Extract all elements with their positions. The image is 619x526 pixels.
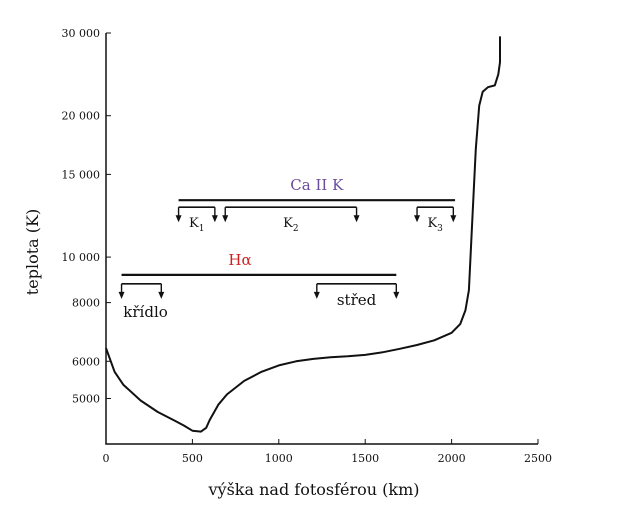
y-axis-label: teplota (K) [23,209,42,295]
segment-end-arrow [222,215,229,223]
temperature-series [105,36,501,433]
k-segment-subscript: 2 [293,224,299,234]
ca-ii-k-annotation: Ca II K K1 K2 K3 [175,176,457,234]
segment-end-arrow [393,291,400,299]
x-tick-label: 0 [103,452,110,465]
y-tick-label: 10 000 [62,251,101,264]
annotations: Ca II K K1 K2 K3 Hα křídlo střed [118,176,457,321]
segment-end-arrow [313,291,320,299]
y-tick-label: 5000 [72,392,100,405]
segment-end-arrow [211,215,218,223]
x-tick-label: 500 [182,452,203,465]
x-axis-label: výška nad fotosférou (km) [207,480,419,499]
y-tick-label: 20 000 [62,110,101,123]
ca-ii-k-title: Ca II K [290,176,344,194]
k-segment-label: K1 [189,216,204,234]
axis-lines [105,33,538,445]
segment-end-arrow [118,291,125,299]
segment-end-arrow [353,215,360,223]
x-tick-label: 2500 [524,452,552,465]
y-tick-label: 8000 [72,297,100,310]
segment-end-arrow [450,215,457,223]
h-alpha-title: Hα [228,251,251,269]
y-tick-label: 30 000 [62,27,101,40]
ticks: 0 500 1000 1500 2000 2500 5000 6000 8000 10 000 15… [62,27,553,465]
k-segment-label: K2 [283,216,298,234]
x-tick-label: 2000 [438,452,466,465]
segment-end-arrow [158,291,165,299]
temperature-curve [105,36,501,433]
y-tick-label: 6000 [72,355,100,368]
y-tick-label: 15 000 [62,168,101,181]
k-segment-subscript: 3 [437,224,443,234]
h-alpha-segment-label: střed [337,291,377,309]
k-segment-subscript: 1 [199,224,205,234]
x-tick-label: 1500 [351,452,379,465]
k-segment-label: K3 [427,216,443,234]
segment-end-arrow [414,215,421,223]
axes [105,33,538,445]
h-alpha-segment-label: křídlo [123,303,168,321]
x-tick-label: 1000 [265,452,293,465]
h-alpha-annotation: Hα křídlo střed [118,251,400,321]
segment-end-arrow [175,215,182,223]
